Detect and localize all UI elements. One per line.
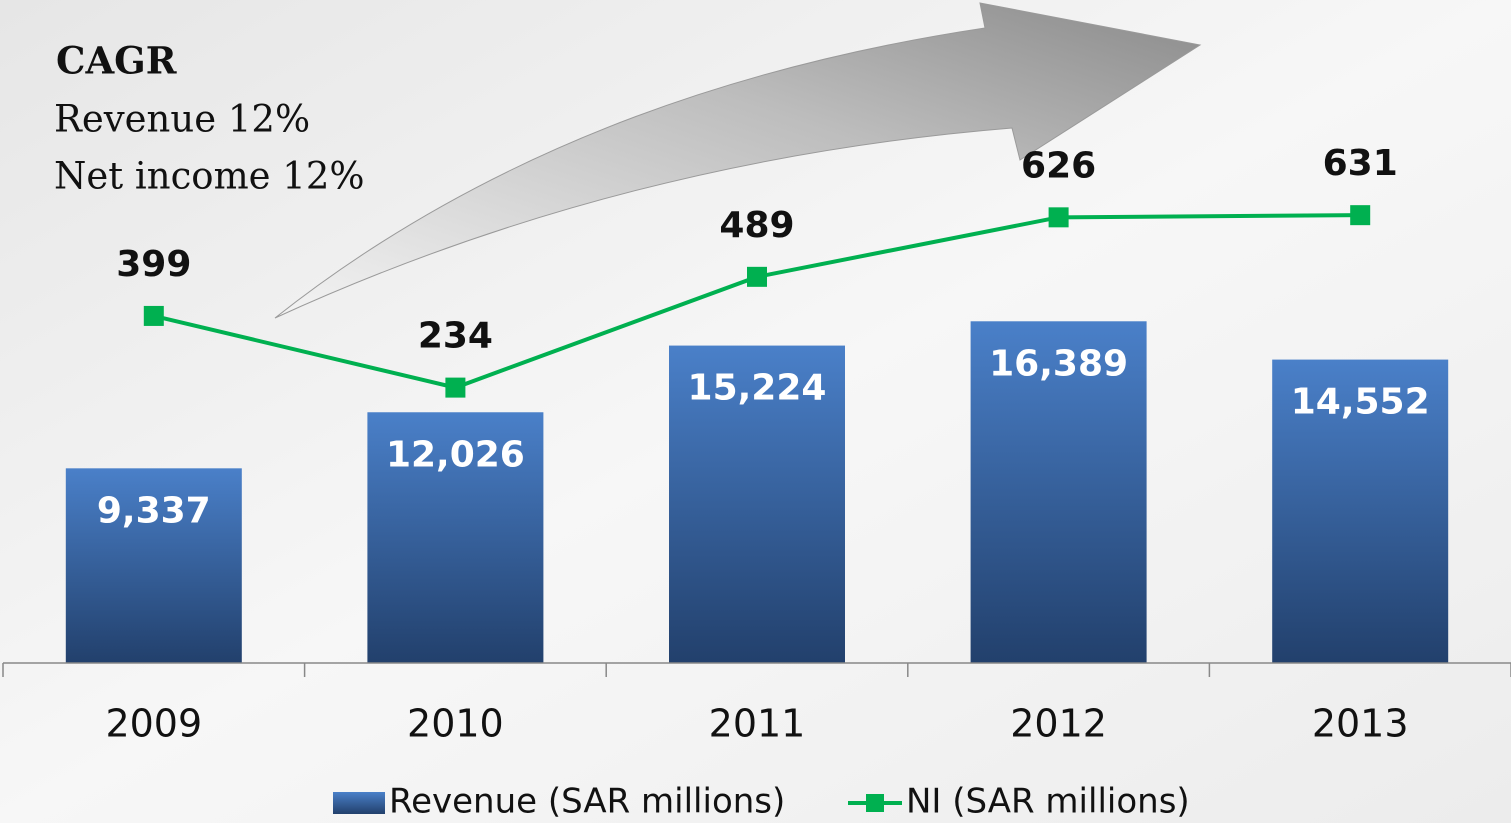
line-value-label: 631 [1323, 143, 1398, 184]
bar-value-label: 16,389 [989, 343, 1128, 384]
x-tick-label: 2010 [407, 702, 504, 746]
line-value-label: 234 [418, 316, 493, 357]
line-marker [445, 377, 466, 398]
bar [65, 468, 242, 663]
annotation: Revenue 12% [54, 98, 310, 141]
plot: 9,337 12,026 15,224 16,389 14,552 2009 2010 201… [2, 143, 1511, 822]
legend-swatch [333, 792, 385, 814]
bar [970, 321, 1147, 663]
bar-value-label: 15,224 [688, 368, 827, 409]
legend-swatch-marker [866, 794, 884, 812]
line-marker [143, 305, 164, 326]
bar-value-label: 12,026 [386, 434, 525, 475]
bar [669, 345, 845, 663]
x-tick-label: 2012 [1010, 702, 1107, 746]
annotation: CAGR [56, 39, 177, 83]
trend-arrow [274, 2, 1202, 319]
bar [1272, 359, 1449, 663]
x-tick-label: 2013 [1312, 702, 1409, 746]
bar-value-label: 14,552 [1291, 382, 1430, 423]
line-value-label: 626 [1021, 145, 1096, 186]
bar-value-label: 9,337 [97, 490, 211, 531]
legend-label: NI (SAR millions) [906, 782, 1190, 822]
legend-label: Revenue (SAR millions) [389, 782, 785, 822]
line-value-label: 489 [719, 205, 794, 246]
line-marker [747, 266, 767, 287]
x-tick-label: 2011 [709, 702, 806, 746]
line-value-label: 399 [116, 244, 191, 285]
line-marker [1350, 205, 1371, 226]
line-marker [1048, 207, 1069, 228]
annotation: Net income 12% [54, 155, 365, 198]
x-tick-label: 2009 [105, 702, 202, 746]
bar [367, 412, 544, 663]
